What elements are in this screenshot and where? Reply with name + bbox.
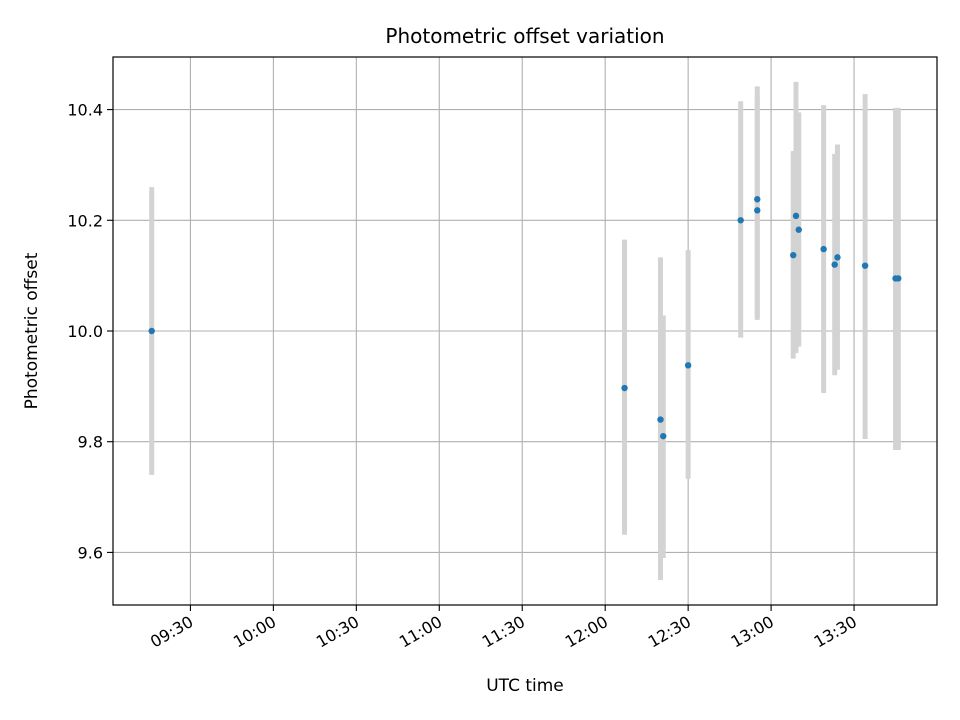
x-tick-label: 10:30: [313, 612, 362, 652]
data-point: [657, 416, 664, 423]
data-point: [754, 207, 761, 214]
y-tick-label: 10.0: [67, 322, 103, 341]
data-point: [820, 245, 827, 253]
y-axis-ticks: 9.6 9.8 10.0 10.2 10.4: [67, 101, 113, 562]
x-axis-ticks: 09:30 10:00 10:30 11:00 11:30 12:00 12:30 13:00…: [147, 605, 860, 652]
x-tick-label: 09:30: [147, 612, 196, 652]
x-tick-label: 11:00: [396, 612, 445, 652]
y-tick-label: 9.8: [78, 433, 103, 452]
data-point: [861, 262, 869, 269]
data-point: [660, 432, 667, 440]
x-tick-label: 12:30: [645, 612, 694, 652]
x-tick-label: 12:00: [562, 612, 611, 652]
y-tick-label: 10.4: [67, 101, 103, 120]
data-point: [754, 196, 761, 203]
data-points: [148, 196, 902, 440]
grid-lines: [113, 57, 937, 605]
y-axis-title: Photometric offset: [22, 252, 42, 409]
chart-title: Photometric offset variation: [385, 24, 664, 48]
data-point: [621, 384, 628, 392]
x-tick-label: 13:30: [811, 612, 860, 652]
y-tick-label: 10.2: [67, 211, 103, 230]
y-tick-label: 9.6: [78, 543, 103, 562]
data-point: [737, 217, 744, 224]
data-point: [148, 327, 155, 335]
data-point: [790, 251, 797, 259]
x-tick-label: 13:00: [728, 612, 777, 652]
data-point: [792, 212, 800, 220]
x-axis-title: UTC time: [486, 676, 564, 696]
x-tick-label: 11:30: [479, 612, 528, 652]
x-tick-label: 10:00: [230, 612, 279, 652]
data-point: [831, 261, 838, 268]
data-point: [834, 254, 841, 261]
data-point: [895, 275, 902, 282]
data-point: [795, 226, 802, 233]
data-point: [684, 362, 692, 369]
